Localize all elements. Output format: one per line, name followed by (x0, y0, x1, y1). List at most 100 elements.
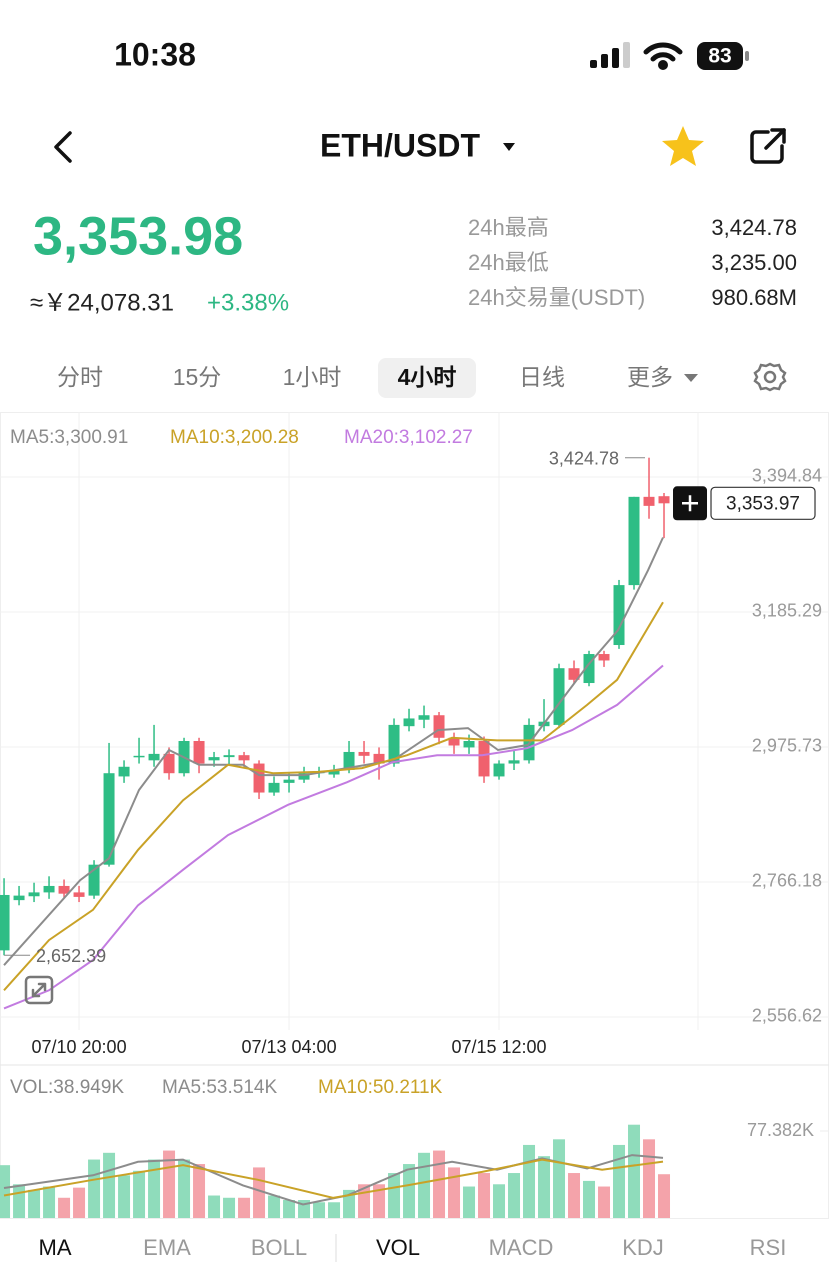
y-tick-label: 2,975.73 (752, 736, 822, 756)
candle-body (613, 585, 625, 646)
legend-entry: MA10:50.211K (318, 1077, 443, 1098)
volume-bar (493, 1184, 506, 1218)
price-tag-label: 3,353.97 (726, 493, 800, 514)
legend-entry: MA5:53.514K (162, 1077, 277, 1098)
pair-title[interactable]: ETH/USDT (320, 127, 480, 163)
candle-body (358, 751, 370, 756)
indicator-tab[interactable]: EMA (143, 1235, 191, 1260)
volume-bar (538, 1156, 551, 1218)
battery-tip (745, 51, 749, 61)
indicator-tab[interactable]: BOLL (251, 1235, 307, 1260)
interval-tab[interactable]: 1小时 (283, 364, 342, 390)
volume-bar (73, 1187, 86, 1218)
volume-bar (433, 1150, 446, 1218)
candle-body (193, 741, 205, 764)
legend-entry: MA10:3,200.28 (170, 427, 299, 448)
volume-bar (13, 1184, 26, 1218)
high-label: 3,424.78 (549, 448, 619, 468)
indicator-bar (0, 1219, 829, 1275)
legend-entry: MA5:3,300.91 (10, 427, 128, 448)
volume-bar (313, 1202, 326, 1218)
ma-line (3, 601, 664, 991)
volume-bar (388, 1173, 401, 1218)
clock: 10:38 (114, 36, 196, 72)
candle-body (0, 894, 10, 951)
volume-bar (478, 1173, 491, 1218)
volume-bar (373, 1184, 386, 1218)
volume-bar (613, 1144, 626, 1218)
interval-tab[interactable]: 15分 (173, 364, 222, 390)
candle-body (658, 496, 670, 504)
x-tick-label: 07/15 12:00 (451, 1037, 546, 1057)
candle-body (568, 668, 580, 680)
stat-label: 24h交易量(USDT) (468, 285, 645, 310)
candle-body (253, 763, 265, 793)
indicator-tab[interactable]: MACD (489, 1235, 554, 1260)
indicator-tab[interactable]: RSI (750, 1235, 787, 1260)
candle-body (103, 773, 115, 865)
more-dropdown[interactable] (684, 374, 698, 382)
fullscreen-button[interactable] (24, 975, 54, 1005)
candle-body (298, 773, 310, 780)
volume-bar (553, 1139, 566, 1218)
volume-bar (118, 1175, 131, 1218)
ma-line (3, 1158, 664, 1199)
favorite-star[interactable] (662, 126, 704, 166)
candle-body (493, 763, 505, 777)
low-label: 2,652.39 (36, 946, 106, 966)
pair-dropdown[interactable] (503, 143, 515, 151)
candle-body (418, 715, 430, 720)
volume-bar (28, 1189, 41, 1218)
change-percent: +3.38% (207, 289, 289, 316)
volume-legend: VOL:38.949K (10, 1077, 124, 1098)
candle-body (58, 885, 70, 894)
volume-bar (658, 1174, 671, 1218)
volume-bar (343, 1189, 356, 1218)
back-button[interactable] (54, 131, 72, 163)
ma-line (3, 537, 664, 966)
volume-bar (283, 1200, 296, 1218)
stat-label: 24h最高 (468, 215, 549, 240)
interval-tab[interactable]: 分时 (57, 364, 103, 390)
interval-tab[interactable]: 更多 (627, 364, 673, 390)
candle-body (238, 755, 250, 761)
candle-body (478, 741, 490, 777)
y-tick-label: 3,394.84 (752, 466, 822, 486)
candle-body (433, 715, 445, 738)
indicator-tab[interactable]: MA (39, 1235, 72, 1260)
share-button[interactable] (750, 128, 786, 164)
volume-bar (148, 1159, 161, 1218)
candle-body (73, 892, 85, 897)
volume-bar (328, 1202, 341, 1218)
plus-icon (682, 495, 699, 512)
indicator-tab[interactable]: KDJ (622, 1235, 664, 1260)
settings-button[interactable] (753, 362, 787, 392)
candle-body (208, 757, 220, 761)
volume-bar (43, 1186, 56, 1218)
candle-body (223, 755, 235, 758)
y-tick-label: 77.382K (747, 1120, 814, 1140)
candle-body (448, 737, 460, 746)
volume-bar (583, 1180, 596, 1218)
volume-bar (643, 1139, 656, 1218)
interval-tab[interactable]: 4小时 (398, 364, 457, 390)
candle-body (343, 751, 355, 770)
candle-body (508, 760, 520, 764)
candle-body (643, 496, 655, 506)
volume-bar (628, 1124, 641, 1218)
stat-value: 980.68M (711, 285, 797, 310)
battery-level: 83 (708, 45, 731, 68)
indicator-tab[interactable]: VOL (376, 1235, 420, 1260)
interval-tab[interactable]: 日线 (519, 364, 565, 390)
candle-body (328, 769, 340, 775)
candle-body (268, 782, 280, 793)
volume-bar (193, 1164, 206, 1218)
candle-body (628, 496, 640, 586)
last-price: 3,353.98 (33, 206, 243, 266)
y-tick-label: 2,556.62 (752, 1006, 822, 1026)
y-tick-label: 3,185.29 (752, 601, 822, 621)
candle-body (283, 779, 295, 783)
volume-bar (178, 1159, 191, 1218)
volume-bar (598, 1186, 611, 1218)
